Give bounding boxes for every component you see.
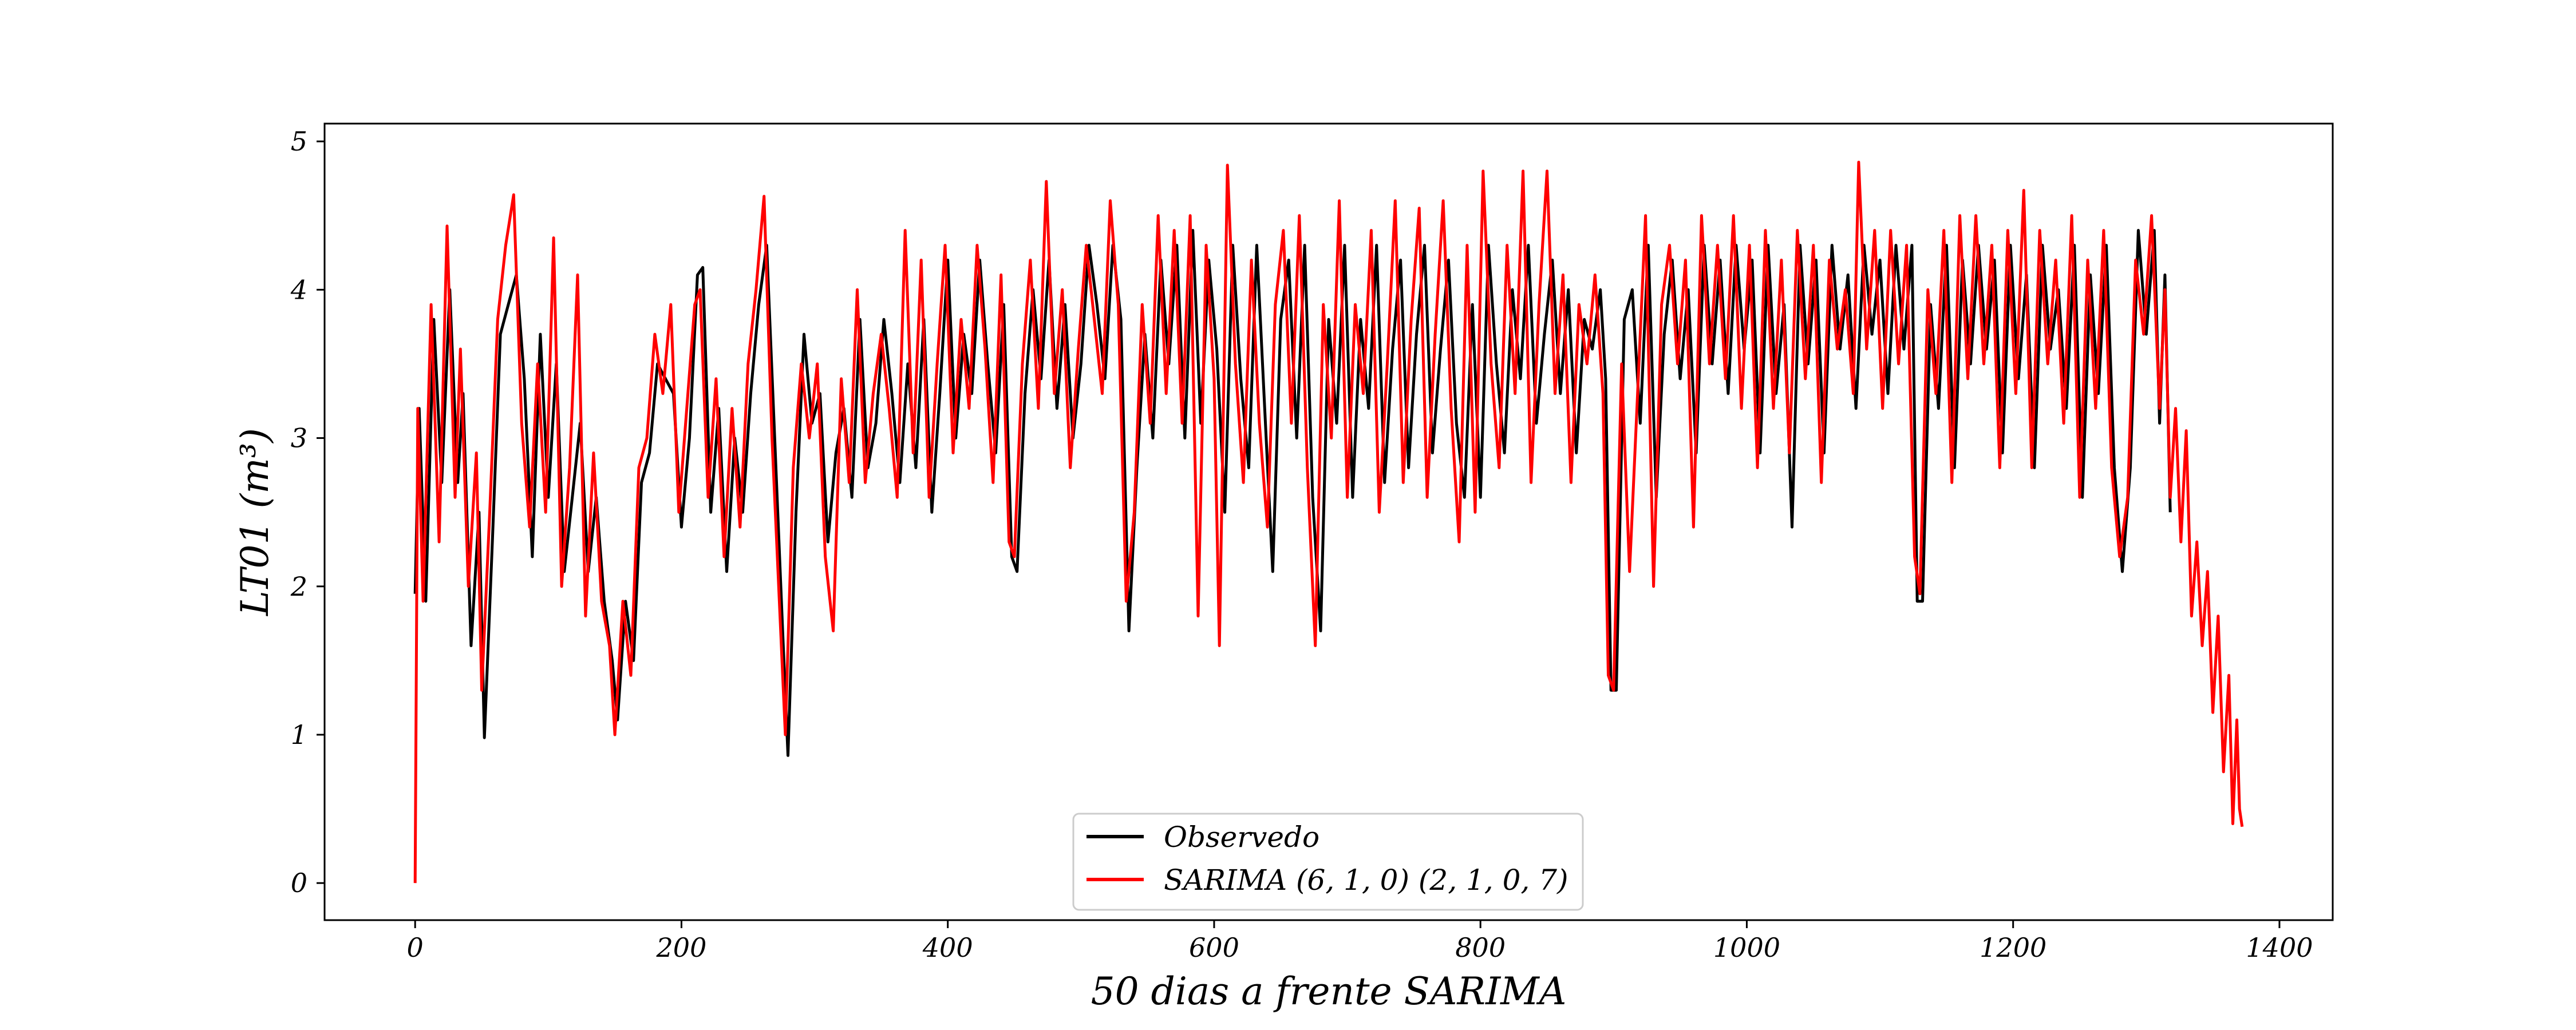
y-axis: 0 1 2 3 4 5 [290,126,325,898]
y-tick-label: 5 [291,126,307,157]
y-tick-label: 4 [290,274,307,305]
plot-frame [323,122,2334,921]
y-tick-label: 2 [290,571,307,602]
legend-label-sarima: SARIMA (6, 1, 0) (2, 1, 0, 7) [1164,863,1568,897]
series-layer [413,160,2244,884]
y-tick-label: 0 [291,867,307,898]
x-tick-label: 1000 [1713,932,1780,963]
legend-label-observed: Observedo [1164,821,1319,854]
x-tick-label: 800 [1455,932,1506,963]
legend: Observedo SARIMA (6, 1, 0) (2, 1, 0, 7) [1072,813,1584,911]
y-axis-label: LT01 (m³) [233,428,277,616]
x-axis: 0 200 400 600 800 1000 1200 1400 [407,920,2313,963]
x-tick-label: 1200 [1980,932,2046,963]
x-tick-label: 600 [1189,932,1239,963]
series-line-1 [413,160,2244,884]
y-tick-label: 3 [291,423,307,454]
series-line-0 [413,229,2172,757]
x-tick-label: 0 [407,932,424,963]
y-tick-label: 1 [291,719,307,750]
x-tick-label: 200 [656,932,707,963]
x-tick-label: 1400 [2246,932,2313,963]
x-tick-label: 400 [922,932,973,963]
legend-box [1072,813,1584,911]
x-axis-label: 50 dias a frente SARIMA [1091,969,1567,1013]
